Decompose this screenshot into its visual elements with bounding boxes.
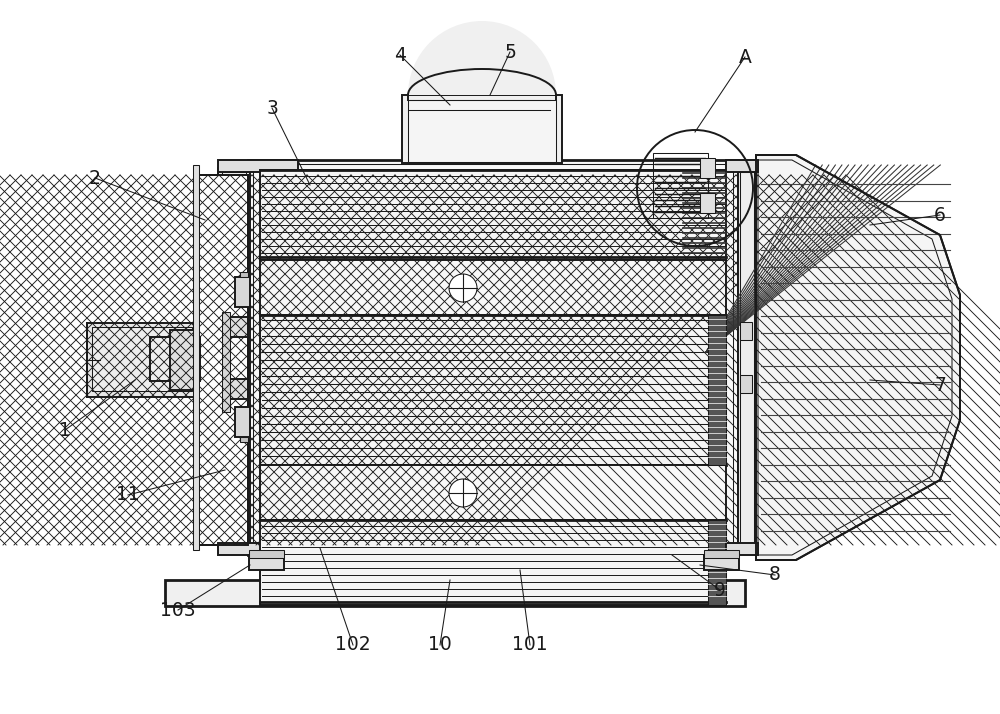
Bar (287, 540, 337, 558)
Bar (222, 312, 230, 412)
Text: A: A (739, 48, 751, 66)
Bar (700, 158, 715, 178)
Bar (612, 540, 662, 558)
Text: 2: 2 (89, 169, 101, 188)
Bar (738, 168, 756, 547)
Text: 7: 7 (934, 376, 946, 395)
Bar (240, 272, 248, 277)
Polygon shape (756, 155, 960, 560)
Bar (197, 175, 248, 545)
Text: 103: 103 (160, 600, 196, 620)
Bar (92, 327, 192, 391)
Bar (165, 580, 745, 606)
Text: 11: 11 (116, 486, 140, 505)
Bar (260, 170, 726, 260)
Bar (253, 164, 733, 551)
Bar (218, 543, 298, 555)
Bar (260, 520, 726, 605)
Text: 5: 5 (504, 43, 516, 61)
Bar (235, 277, 250, 307)
Bar (228, 317, 248, 337)
Text: 3: 3 (266, 99, 278, 118)
Bar (726, 160, 758, 172)
Bar (740, 322, 752, 340)
Bar (249, 550, 284, 558)
Text: 8: 8 (769, 565, 781, 585)
Bar (726, 543, 758, 555)
Bar (170, 330, 198, 390)
Bar (335, 560, 615, 582)
Bar (708, 315, 726, 465)
Circle shape (449, 274, 477, 302)
Bar (87, 323, 199, 397)
Bar (280, 555, 658, 582)
Bar (235, 407, 250, 437)
Bar (708, 520, 726, 605)
Bar (197, 175, 248, 545)
Bar (704, 555, 739, 570)
Bar (700, 193, 715, 213)
Bar (408, 100, 556, 162)
Text: 9: 9 (714, 580, 726, 600)
Bar (240, 437, 248, 442)
Bar (402, 95, 562, 163)
Wedge shape (408, 21, 556, 95)
Bar (260, 260, 726, 315)
Bar (704, 550, 739, 558)
Bar (260, 465, 726, 520)
Bar (218, 168, 250, 547)
Text: 4: 4 (394, 46, 406, 64)
Bar (740, 375, 752, 393)
Text: 6: 6 (934, 206, 946, 224)
Bar (653, 153, 708, 218)
Circle shape (449, 479, 477, 507)
Bar (740, 172, 754, 543)
Bar (228, 379, 248, 399)
Bar (260, 315, 726, 465)
Bar (150, 337, 200, 381)
Text: 101: 101 (512, 635, 548, 655)
Bar (197, 175, 248, 545)
Bar (193, 165, 199, 550)
Polygon shape (756, 155, 960, 560)
Bar (249, 555, 284, 570)
Text: 1: 1 (59, 421, 71, 440)
Text: 10: 10 (428, 635, 452, 655)
Bar (222, 172, 246, 543)
Bar (218, 160, 298, 172)
Text: 102: 102 (335, 635, 371, 655)
Bar (248, 160, 738, 555)
